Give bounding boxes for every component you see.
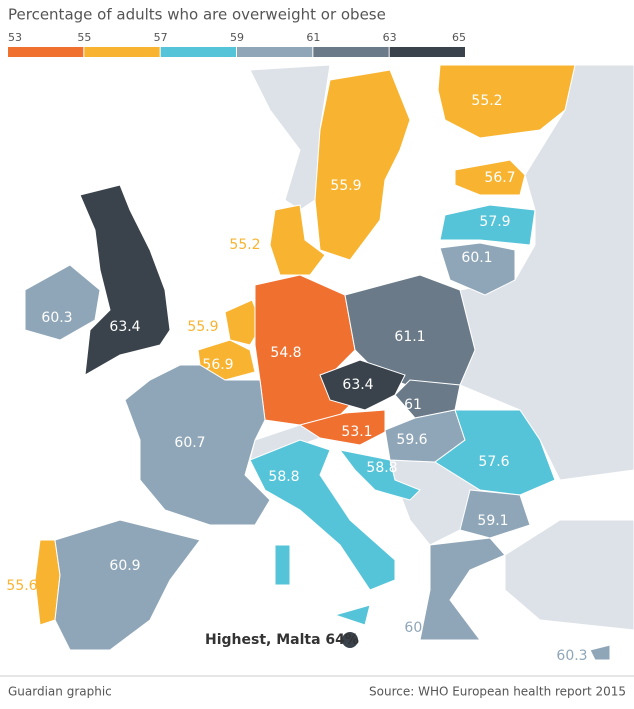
legend-swatch [389, 47, 465, 57]
footer-left: Guardian graphic [8, 685, 112, 699]
region-label: 63.4 [342, 377, 373, 393]
legend-tick-label: 65 [452, 31, 466, 44]
region [269, 204, 326, 276]
region-label: 56.9 [202, 357, 233, 373]
region-label: 60.7 [174, 435, 205, 451]
region-label: 53.1 [341, 424, 372, 440]
legend-swatch [160, 47, 236, 57]
region [459, 489, 531, 539]
regions: 55.2 55.9 56.7 57.9 55.2 60.1 60.3 63.4 55.9 56.9… [6, 64, 611, 664]
region-label: 55.2 [471, 93, 502, 109]
region-label: 58.8 [366, 460, 397, 476]
region-label: 55.9 [187, 319, 218, 335]
land [504, 519, 634, 631]
region-label: 61.1 [394, 329, 425, 345]
region-label: 56.7 [484, 170, 515, 186]
legend: 53 55 57 59 61 63 65 [8, 31, 466, 57]
legend-swatch [237, 47, 313, 57]
footer-right: Source: WHO European health report 2015 [369, 685, 626, 699]
region-label: 58.8 [268, 469, 299, 485]
region [454, 159, 526, 196]
region [79, 184, 171, 376]
malta-dot [342, 632, 358, 648]
region-label: 55.2 [229, 237, 260, 253]
legend-tick-label: 57 [154, 31, 168, 44]
region-label: 60.3 [556, 648, 587, 664]
region [249, 439, 396, 591]
region [439, 242, 516, 296]
region [24, 264, 101, 341]
legend-tick-label: 53 [8, 31, 22, 44]
region [437, 64, 576, 139]
region-label: 55.6 [6, 578, 37, 594]
region [419, 537, 506, 641]
legend-swatch [8, 47, 84, 57]
region-label: 55.9 [330, 178, 361, 194]
region-label: 60.1 [461, 250, 492, 266]
region [314, 69, 411, 261]
legend-swatch [84, 47, 160, 57]
region-label: 54.8 [270, 345, 301, 361]
legend-tick-label: 61 [306, 31, 320, 44]
region-label: 57.9 [479, 214, 510, 230]
region-label: 60.3 [41, 310, 72, 326]
region [338, 449, 421, 501]
region-label: 59.6 [396, 432, 427, 448]
region-label: 61 [404, 397, 422, 413]
legend-tick-label: 55 [77, 31, 91, 44]
region-label: 63.4 [109, 319, 140, 335]
annotation: Highest, Malta 64% [205, 632, 359, 648]
region [439, 204, 536, 246]
region-label: 60.5 [404, 620, 435, 636]
region-label: 59.1 [477, 513, 508, 529]
region [333, 604, 371, 626]
region-label: 60.9 [109, 558, 140, 574]
background-land [249, 64, 634, 631]
region [274, 544, 291, 586]
title: Percentage of adults who are overweight … [8, 6, 386, 24]
legend-tick-label: 63 [383, 31, 397, 44]
region [394, 379, 461, 419]
region-label: 57.6 [478, 454, 509, 470]
legend-tick-label: 59 [230, 31, 244, 44]
region [589, 644, 611, 661]
region [124, 364, 271, 526]
region [54, 519, 201, 651]
legend-swatch [313, 47, 389, 57]
